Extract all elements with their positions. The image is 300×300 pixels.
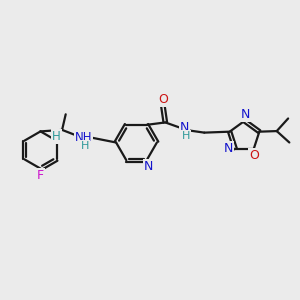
Text: O: O <box>249 149 259 162</box>
Text: F: F <box>37 169 44 182</box>
Text: H: H <box>81 141 89 151</box>
Text: H: H <box>52 130 61 143</box>
Text: N: N <box>180 121 190 134</box>
Text: O: O <box>158 93 168 106</box>
Text: N: N <box>240 108 250 121</box>
Text: NH: NH <box>75 131 92 144</box>
Text: N: N <box>143 160 153 173</box>
Text: H: H <box>182 130 190 141</box>
Text: N: N <box>224 142 233 155</box>
